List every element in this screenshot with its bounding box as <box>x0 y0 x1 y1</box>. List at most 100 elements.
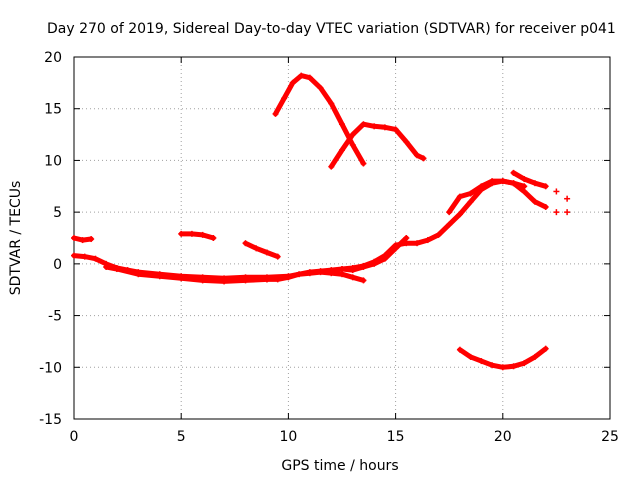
x-tick-label: 25 <box>601 429 619 445</box>
data-point <box>381 124 388 131</box>
data-point <box>135 271 142 278</box>
series-arc-4 <box>178 230 217 241</box>
data-point <box>349 267 356 274</box>
data-point <box>403 138 410 145</box>
data-point <box>178 275 185 282</box>
data-point <box>156 273 163 280</box>
series-line <box>71 178 527 281</box>
series-arc-3 <box>103 263 270 285</box>
data-point <box>392 245 399 252</box>
series-arc-11 <box>510 169 549 190</box>
series-line <box>178 231 216 241</box>
data-point <box>564 195 571 202</box>
data-point <box>81 253 88 260</box>
x-tick-label: 5 <box>177 429 186 445</box>
data-point <box>531 353 538 360</box>
data-point <box>79 237 86 244</box>
data-point <box>531 180 538 187</box>
data-point <box>349 274 356 281</box>
data-point <box>564 209 571 216</box>
data-point <box>178 230 185 237</box>
data-point <box>456 211 463 218</box>
data-point <box>339 121 345 128</box>
data-point <box>478 358 485 365</box>
series-arc-8 <box>328 121 427 170</box>
data-point <box>263 276 270 283</box>
data-point <box>467 198 474 205</box>
series-layer <box>71 72 571 371</box>
data-point <box>103 263 110 270</box>
y-tick-label: 10 <box>44 153 62 169</box>
data-point <box>392 126 399 133</box>
data-point <box>263 249 270 256</box>
data-point <box>339 271 345 278</box>
data-point <box>456 346 463 353</box>
data-point <box>242 240 249 247</box>
series-line <box>511 170 549 189</box>
data-point <box>210 235 217 241</box>
data-point <box>339 147 345 154</box>
data-point <box>456 193 463 200</box>
data-point <box>274 253 281 260</box>
data-point <box>317 269 324 276</box>
data-point <box>296 271 303 278</box>
y-tick-label: 20 <box>44 50 62 66</box>
series-arc-1 <box>71 235 95 244</box>
grid-layer <box>74 57 610 419</box>
data-point <box>371 260 378 267</box>
data-point <box>435 231 442 238</box>
series-arc-6 <box>263 269 367 284</box>
data-point <box>253 245 260 252</box>
series-arc-5 <box>242 240 281 260</box>
data-point <box>510 363 517 370</box>
data-point <box>467 353 474 360</box>
data-point <box>272 110 279 117</box>
series-line <box>273 73 366 166</box>
data-point <box>274 276 281 283</box>
data-point <box>328 270 335 277</box>
data-point <box>88 236 95 243</box>
data-point <box>478 183 485 190</box>
x-tick-label: 15 <box>387 429 405 445</box>
data-point <box>521 360 528 367</box>
data-point <box>281 95 288 102</box>
data-point <box>339 266 345 273</box>
data-point <box>242 277 249 284</box>
data-point <box>199 231 206 238</box>
data-point <box>446 221 453 228</box>
chart-title: Day 270 of 2019, Sidereal Day-to-day VTE… <box>47 21 616 37</box>
data-point <box>403 235 410 241</box>
plot-frame <box>73 56 611 420</box>
data-point <box>360 121 367 128</box>
x-tick-label: 10 <box>279 429 297 445</box>
data-point <box>349 131 356 138</box>
y-axis-label: SDTVAR / TECUs <box>8 181 24 296</box>
data-point <box>317 85 324 92</box>
data-point <box>489 178 496 185</box>
x-tick-label: 0 <box>70 429 79 445</box>
series-arc-7 <box>272 72 367 167</box>
data-point <box>306 270 313 277</box>
data-point <box>381 255 388 262</box>
data-point <box>328 163 335 170</box>
data-point <box>113 266 120 273</box>
data-point <box>510 180 517 187</box>
data-point <box>360 160 367 167</box>
data-point <box>414 240 421 247</box>
data-point <box>188 230 195 237</box>
data-point <box>328 100 335 107</box>
series-arc-9 <box>339 235 410 274</box>
series-arc-13 <box>553 188 571 216</box>
series-arc-12 <box>456 345 549 371</box>
series-line <box>328 121 426 170</box>
y-tick-label: -5 <box>48 309 62 325</box>
data-point <box>360 277 367 284</box>
series-line <box>446 178 549 215</box>
data-point <box>71 235 77 241</box>
data-point <box>360 263 367 270</box>
data-point <box>553 209 560 216</box>
axis-ticks: 0 5 10 15 20 25 -15 -10 -5 0 5 10 15 20 <box>39 50 619 445</box>
data-point <box>424 237 431 244</box>
data-point <box>349 141 356 148</box>
